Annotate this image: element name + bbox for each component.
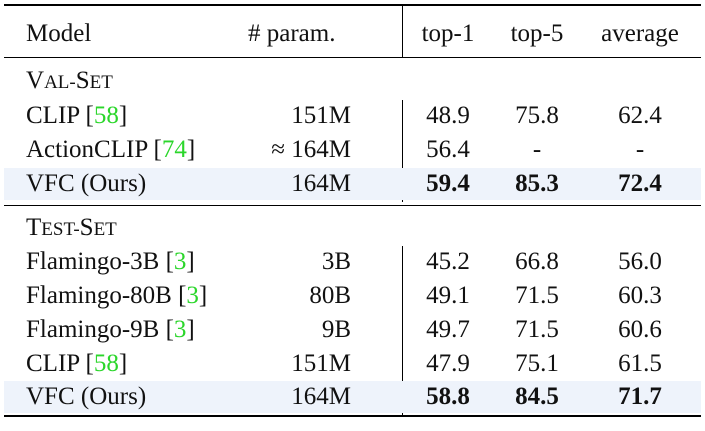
- top-rule: [4, 4, 701, 6]
- top5-value: 84.5: [515, 383, 559, 410]
- average-value: -: [635, 136, 645, 163]
- average-value: 60.6: [618, 316, 662, 343]
- table-row: ActionCLIP [74] ≈ 164M 56.4 - -: [0, 134, 705, 166]
- top1-value: 49.1: [426, 282, 470, 309]
- header-rule: [4, 57, 701, 58]
- citation-link[interactable]: 3: [186, 282, 199, 309]
- average-value: 56.0: [618, 248, 662, 275]
- param-count: 80B: [309, 282, 351, 309]
- average-value: 61.5: [618, 350, 662, 377]
- header-average: average: [601, 20, 679, 47]
- table-header: Model # param. top-1 top-5 average: [0, 18, 705, 50]
- average-value: 71.7: [618, 383, 662, 410]
- citation-link[interactable]: 74: [161, 136, 187, 163]
- param-count: ≈ 164M: [271, 136, 351, 163]
- model-name: VFC (Ours): [26, 383, 147, 410]
- citation-link[interactable]: 58: [93, 102, 119, 129]
- val-column-separator: [402, 100, 403, 202]
- average-value: 72.4: [618, 170, 662, 197]
- top1-value: 49.7: [426, 316, 470, 343]
- val-highlight-band: [4, 168, 701, 200]
- table-row: CLIP [58] 151M 47.9 75.1 61.5: [0, 348, 705, 380]
- model-name: ActionCLIP [74]: [26, 136, 196, 163]
- citation-link[interactable]: 58: [93, 350, 119, 377]
- top5-value: 71.5: [515, 316, 559, 343]
- param-count: 164M: [291, 170, 351, 197]
- top1-value: 58.8: [426, 383, 470, 410]
- top5-value: 66.8: [515, 248, 559, 275]
- param-count: 3B: [321, 248, 351, 275]
- top1-value: 48.9: [426, 102, 470, 129]
- citation-link[interactable]: 3: [173, 248, 187, 275]
- top1-value: 56.4: [426, 136, 470, 163]
- param-count: 9B: [321, 316, 351, 343]
- top5-value: 85.3: [515, 170, 559, 197]
- model-name: Flamingo-9B [3]: [26, 316, 195, 343]
- header-column-separator: [402, 5, 403, 57]
- citation-link[interactable]: 3: [173, 316, 187, 343]
- top1-value: 59.4: [426, 170, 470, 197]
- top5-value: -: [532, 136, 542, 163]
- top1-value: 47.9: [426, 350, 470, 377]
- table-row: CLIP [58] 151M 48.9 75.8 62.4: [0, 100, 705, 132]
- section-title-test: TEST-SET: [26, 214, 117, 241]
- model-name: VFC (Ours): [26, 170, 147, 197]
- model-name: Flamingo-80B [3]: [26, 282, 208, 309]
- top5-value: 75.1: [515, 350, 559, 377]
- table-row-highlight: VFC (Ours) 164M 58.8 84.5 71.7: [0, 381, 705, 413]
- param-count: 151M: [291, 102, 351, 129]
- average-value: 60.3: [618, 282, 662, 309]
- test-column-separator: [402, 246, 403, 415]
- section-divider: [4, 205, 701, 206]
- model-name: CLIP [58]: [26, 350, 128, 377]
- bottom-rule: [4, 415, 701, 417]
- header-param: # param.: [248, 20, 336, 47]
- header-top1: top-1: [421, 20, 475, 47]
- model-name: Flamingo-3B [3]: [26, 248, 195, 275]
- table-row-highlight: VFC (Ours) 164M 59.4 85.3 72.4: [0, 168, 705, 200]
- table-row: Flamingo-80B [3] 80B 49.1 71.5 60.3: [0, 280, 705, 312]
- param-count: 151M: [291, 350, 351, 377]
- table-row: Flamingo-9B [3] 9B 49.7 71.5 60.6: [0, 314, 705, 346]
- model-name: CLIP [58]: [26, 102, 128, 129]
- average-value: 62.4: [618, 102, 662, 129]
- top1-value: 45.2: [426, 248, 470, 275]
- table-row: Flamingo-3B [3] 3B 45.2 66.8 56.0: [0, 246, 705, 278]
- test-highlight-band: [4, 381, 701, 413]
- header-model: Model: [26, 20, 92, 47]
- param-count: 164M: [291, 383, 351, 410]
- top5-value: 71.5: [515, 282, 559, 309]
- section-title-val: VAL-SET: [26, 67, 113, 94]
- header-top5: top-5: [510, 20, 564, 47]
- top5-value: 75.8: [515, 102, 559, 129]
